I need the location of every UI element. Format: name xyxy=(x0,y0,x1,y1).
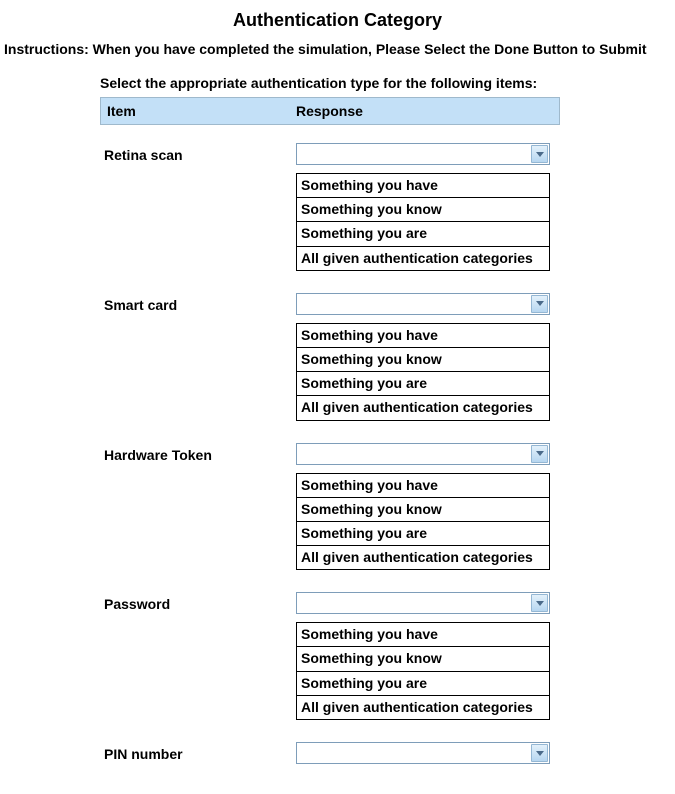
option-item[interactable]: Something you have xyxy=(297,174,549,198)
item-row: Retina scanSomething you haveSomething y… xyxy=(104,143,665,271)
item-controls: Something you haveSomething you knowSome… xyxy=(296,293,552,421)
chevron-down-icon[interactable] xyxy=(531,295,548,313)
item-row: Smart cardSomething you haveSomething yo… xyxy=(104,293,665,421)
prompt-text: Select the appropriate authentication ty… xyxy=(100,75,665,91)
chevron-down-icon[interactable] xyxy=(531,145,548,163)
option-item[interactable]: Something you are xyxy=(297,372,549,396)
item-controls xyxy=(296,742,552,772)
item-label: Hardware Token xyxy=(104,443,296,463)
option-item[interactable]: All given authentication categories xyxy=(297,696,549,719)
option-item[interactable]: Something you know xyxy=(297,647,549,671)
response-dropdown[interactable] xyxy=(296,293,550,315)
options-list: Something you haveSomething you knowSome… xyxy=(296,323,550,421)
response-dropdown[interactable] xyxy=(296,443,550,465)
option-item[interactable]: Something you know xyxy=(297,198,549,222)
option-item[interactable]: Something you have xyxy=(297,324,549,348)
header-item-label: Item xyxy=(101,103,296,119)
option-item[interactable]: All given authentication categories xyxy=(297,546,549,569)
response-dropdown[interactable] xyxy=(296,742,550,764)
item-label: PIN number xyxy=(104,742,296,762)
response-dropdown[interactable] xyxy=(296,143,550,165)
option-item[interactable]: Something you know xyxy=(297,498,549,522)
item-label: Password xyxy=(104,592,296,612)
instructions-text: Instructions: When you have completed th… xyxy=(0,37,675,75)
item-row: PIN number xyxy=(104,742,665,772)
item-label: Smart card xyxy=(104,293,296,313)
option-item[interactable]: All given authentication categories xyxy=(297,247,549,270)
item-row: PasswordSomething you haveSomething you … xyxy=(104,592,665,720)
header-response-label: Response xyxy=(296,103,363,119)
page-title: Authentication Category xyxy=(0,0,675,37)
option-item[interactable]: All given authentication categories xyxy=(297,396,549,419)
option-item[interactable]: Something you have xyxy=(297,474,549,498)
items-list: Retina scanSomething you haveSomething y… xyxy=(100,143,665,772)
option-item[interactable]: Something you have xyxy=(297,623,549,647)
table-header: Item Response xyxy=(100,97,560,125)
option-item[interactable]: Something you are xyxy=(297,222,549,246)
item-row: Hardware TokenSomething you haveSomethin… xyxy=(104,443,665,571)
content-area: Select the appropriate authentication ty… xyxy=(0,75,675,772)
option-item[interactable]: Something you know xyxy=(297,348,549,372)
option-item[interactable]: Something you are xyxy=(297,522,549,546)
item-controls: Something you haveSomething you knowSome… xyxy=(296,443,552,571)
options-list: Something you haveSomething you knowSome… xyxy=(296,473,550,571)
option-item[interactable]: Something you are xyxy=(297,672,549,696)
options-list: Something you haveSomething you knowSome… xyxy=(296,173,550,271)
options-list: Something you haveSomething you knowSome… xyxy=(296,622,550,720)
chevron-down-icon[interactable] xyxy=(531,744,548,762)
response-dropdown[interactable] xyxy=(296,592,550,614)
item-controls: Something you haveSomething you knowSome… xyxy=(296,143,552,271)
item-label: Retina scan xyxy=(104,143,296,163)
item-controls: Something you haveSomething you knowSome… xyxy=(296,592,552,720)
chevron-down-icon[interactable] xyxy=(531,445,548,463)
chevron-down-icon[interactable] xyxy=(531,594,548,612)
